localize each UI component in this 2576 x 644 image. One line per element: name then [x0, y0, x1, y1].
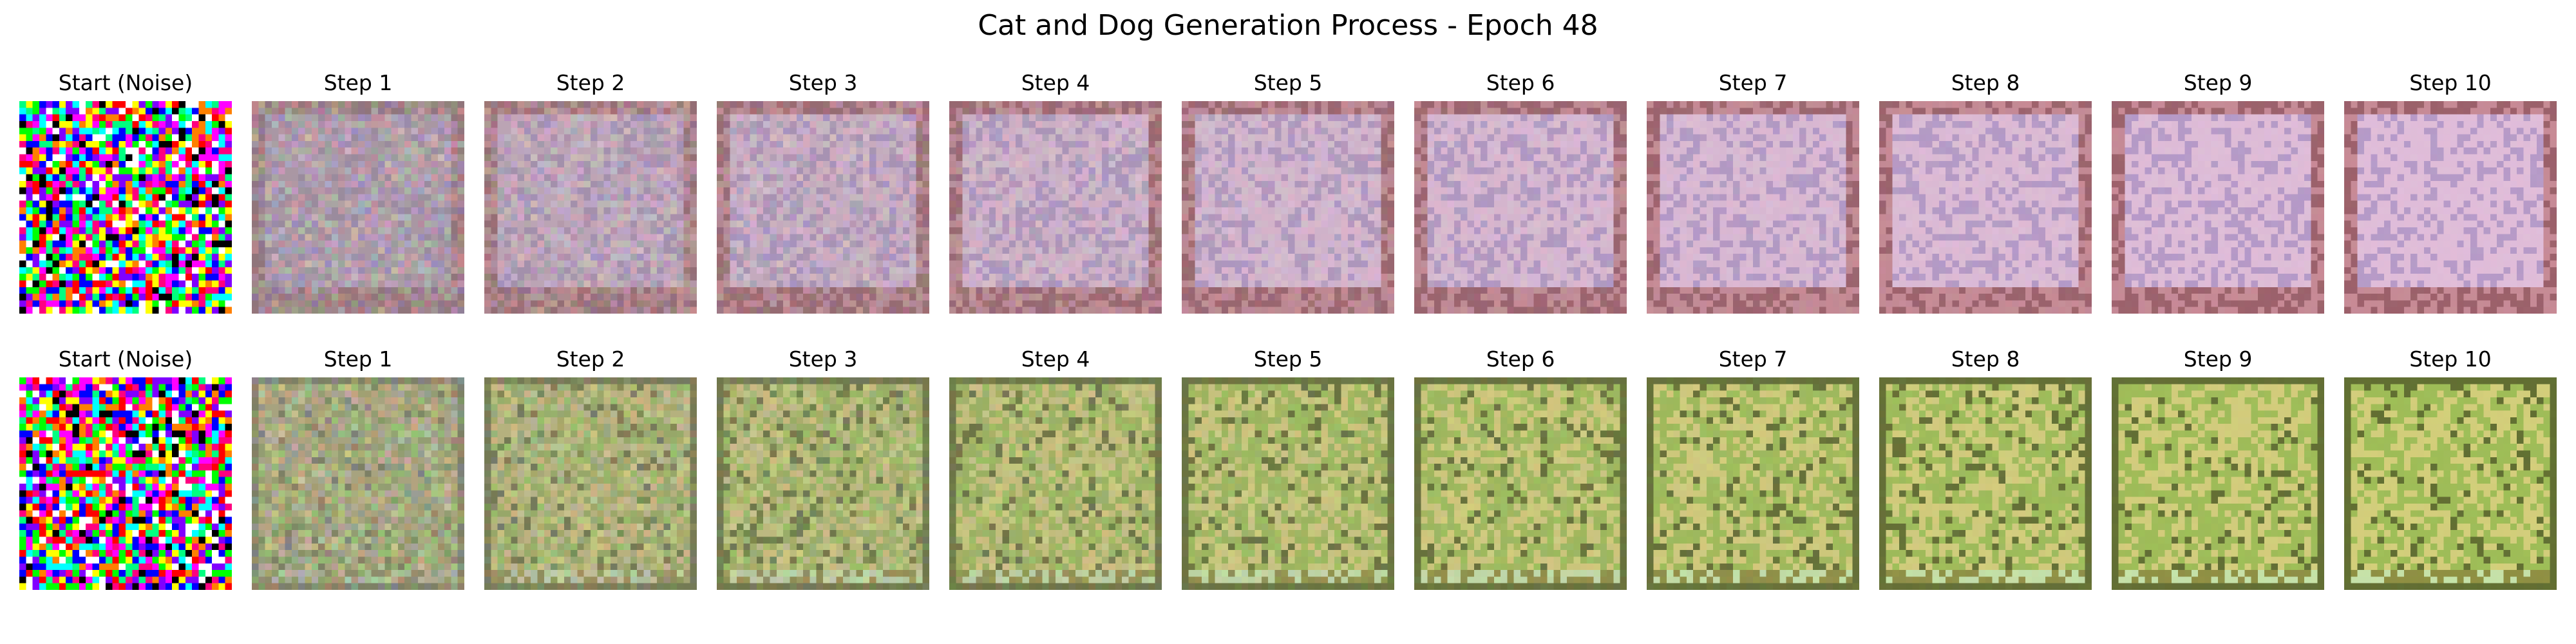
cat-row-panel-title: Step 1	[242, 69, 474, 97]
cat-row-pixel-image-10	[2344, 101, 2557, 314]
dog-row-pixel-image-10	[2344, 377, 2557, 590]
cat-row-panel-title: Start (Noise)	[10, 69, 242, 97]
dog-row-panel-title: Step 1	[242, 345, 474, 374]
cat-row-panel-title: Step 4	[940, 69, 1171, 97]
dog-row-pixel-image-6	[1414, 377, 1627, 590]
dog-row-image-6	[1414, 377, 1627, 590]
cat-row-image-1	[252, 101, 464, 314]
cat-row-image-9	[2112, 101, 2324, 314]
dog-row-pixel-image-2	[484, 377, 697, 590]
dog-row-pixel-image-3	[717, 377, 929, 590]
cat-row-panel-title: Step 2	[475, 69, 706, 97]
dog-row-pixel-image-4	[949, 377, 1162, 590]
cat-row-image-0	[19, 101, 232, 314]
dog-row-pixel-image-0	[19, 377, 232, 590]
cat-row-panel-title: Step 10	[2334, 69, 2566, 97]
cat-row-image-7	[1647, 101, 1859, 314]
dog-row-panel-title: Step 9	[2102, 345, 2334, 374]
dog-row-panel-title: Step 2	[475, 345, 706, 374]
dog-row-image-2	[484, 377, 697, 590]
cat-row-image-5	[1182, 101, 1394, 314]
cat-row-pixel-image-8	[1879, 101, 2092, 314]
cat-row-pixel-image-3	[717, 101, 929, 314]
cat-row-image-3	[717, 101, 929, 314]
dog-row-panel-title: Step 7	[1637, 345, 1869, 374]
cat-row-panel-title: Step 5	[1172, 69, 1404, 97]
dog-row-image-10	[2344, 377, 2557, 590]
cat-row-pixel-image-2	[484, 101, 697, 314]
dog-row-image-0	[19, 377, 232, 590]
dog-row-pixel-image-1	[252, 377, 464, 590]
cat-row-panel-title: Step 7	[1637, 69, 1869, 97]
dog-row-panel-title: Start (Noise)	[10, 345, 242, 374]
cat-row-pixel-image-1	[252, 101, 464, 314]
cat-row-pixel-image-5	[1182, 101, 1394, 314]
cat-row-pixel-image-7	[1647, 101, 1859, 314]
cat-row-image-2	[484, 101, 697, 314]
dog-row-image-3	[717, 377, 929, 590]
dog-row-panel-title: Step 4	[940, 345, 1171, 374]
cat-row-pixel-image-0	[19, 101, 232, 314]
dog-row-panel-title: Step 10	[2334, 345, 2566, 374]
cat-row-pixel-image-4	[949, 101, 1162, 314]
cat-row-pixel-image-9	[2112, 101, 2324, 314]
dog-row-image-1	[252, 377, 464, 590]
cat-row-panel-title: Step 9	[2102, 69, 2334, 97]
dog-row-pixel-image-9	[2112, 377, 2324, 590]
cat-row-pixel-image-6	[1414, 101, 1627, 314]
cat-row-image-8	[1879, 101, 2092, 314]
dog-row-panel-title: Step 5	[1172, 345, 1404, 374]
dog-row-image-7	[1647, 377, 1859, 590]
dog-row-panel-title: Step 8	[1870, 345, 2101, 374]
dog-row-panel-title: Step 6	[1405, 345, 1636, 374]
dog-row-pixel-image-8	[1879, 377, 2092, 590]
dog-row-pixel-image-5	[1182, 377, 1394, 590]
dog-row-image-9	[2112, 377, 2324, 590]
cat-row-panel-title: Step 3	[707, 69, 939, 97]
cat-row-panel-title: Step 8	[1870, 69, 2101, 97]
cat-row-image-6	[1414, 101, 1627, 314]
cat-row-panel-title: Step 6	[1405, 69, 1636, 97]
dog-row-pixel-image-7	[1647, 377, 1859, 590]
dog-row-image-5	[1182, 377, 1394, 590]
dog-row-image-4	[949, 377, 1162, 590]
cat-row-image-10	[2344, 101, 2557, 314]
figure-title: Cat and Dog Generation Process - Epoch 4…	[0, 5, 2576, 46]
dog-row-panel-title: Step 3	[707, 345, 939, 374]
cat-row-image-4	[949, 101, 1162, 314]
dog-row-image-8	[1879, 377, 2092, 590]
